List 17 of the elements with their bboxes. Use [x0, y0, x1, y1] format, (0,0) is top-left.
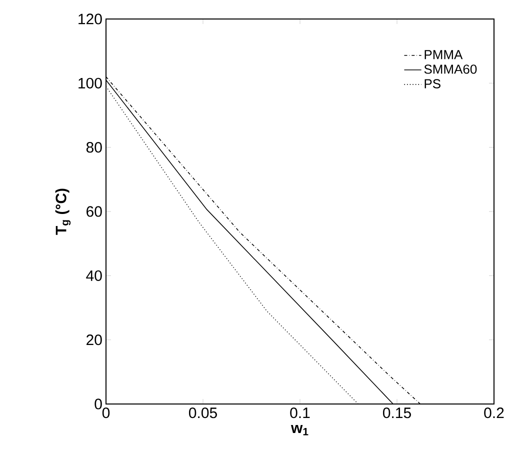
y-tick-label: 120 [78, 14, 102, 24]
x-tick-label: 0 [102, 408, 110, 418]
y-tick-label: 60 [86, 206, 102, 217]
x-tick-label: 0.2 [484, 408, 504, 418]
legend-label: PS [424, 79, 440, 88]
x-axis-title: w$_{1}$ [290, 425, 308, 436]
y-tick-label: 20 [86, 334, 102, 346]
y-tick-label: 100 [78, 78, 102, 88]
legend-label: SMMA60 [424, 64, 477, 74]
legend-label: PMMA [424, 50, 463, 60]
y-tick-label: 80 [86, 142, 102, 153]
y-tick-label: 40 [86, 270, 102, 281]
x-tick-label: 0.1 [290, 408, 310, 418]
y-tick-label: 0 [94, 398, 102, 410]
y-axis-title: T$_{g}$ (°C) [55, 188, 71, 235]
x-tick-label: 0.15 [382, 408, 411, 418]
x-tick-label: 0.05 [188, 408, 217, 418]
